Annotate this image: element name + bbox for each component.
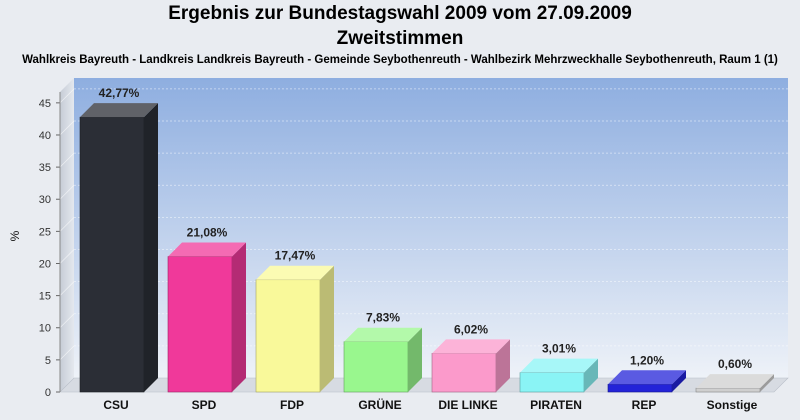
bar-side: [320, 265, 334, 392]
bar-top: [80, 103, 158, 118]
y-tick-label: 20: [39, 258, 51, 270]
chart-caption: Wahlkreis Bayreuth - Landkreis Landkreis…: [22, 54, 778, 66]
grid-lines: [59, 88, 788, 361]
data-label: 0,60%: [718, 357, 752, 371]
bar-sonstige: [695, 387, 761, 393]
x-tick-label: GRÜNE: [358, 397, 401, 412]
bar-piraten: [519, 372, 585, 393]
bar-top: [432, 339, 510, 354]
grid-line-side: [59, 281, 75, 296]
bars: [79, 103, 774, 393]
y-tick-label: 15: [39, 291, 51, 303]
grid-line-side: [59, 345, 75, 361]
data-labels: 42,77% 21,08% 17,47% 7,83% 6,02% 3,01% 1,20% 0,…: [99, 86, 753, 371]
data-label: 21,08%: [187, 226, 228, 240]
bar-spd: [167, 256, 233, 393]
y-axis: 0 5 10 15 20 25 30 35 40 45: [39, 92, 61, 399]
x-tick-label: SPD: [192, 398, 217, 412]
data-label: 1,20%: [630, 353, 664, 367]
bar-side: [760, 374, 774, 392]
x-axis-labels: CSU SPD FDP GRÜNE DIE LINKE PIRATEN REP Sonstig…: [103, 397, 757, 412]
grid-line-side: [59, 152, 75, 168]
bar-side: [584, 358, 598, 392]
x-tick-label: REP: [632, 398, 657, 412]
bar-side: [408, 327, 422, 392]
grid-line-side: [59, 184, 75, 200]
y-tick-label: 45: [39, 98, 51, 110]
bar-side: [144, 103, 158, 393]
y-tick-label: 0: [45, 387, 51, 399]
bar-top: [520, 358, 598, 373]
bar-side: [232, 242, 246, 392]
y-tick-label: 5: [45, 355, 51, 367]
y-tick-label: 40: [39, 130, 51, 142]
data-label: 17,47%: [275, 249, 316, 263]
bar-side: [672, 370, 686, 392]
y-tick-label: 25: [39, 226, 51, 238]
grid-line-side: [59, 120, 75, 136]
y-axis-label: %: [8, 230, 22, 241]
plot-side-wall: [60, 78, 74, 392]
bar-top: [168, 242, 246, 257]
data-label: 6,02%: [454, 322, 488, 336]
grid-line-side: [59, 217, 75, 232]
bar-side: [496, 339, 510, 392]
x-tick-label: DIE LINKE: [438, 398, 497, 412]
bar-top: [256, 265, 334, 280]
bar-csu: [79, 116, 145, 393]
bar-top: [608, 370, 686, 385]
x-tick-label: Sonstige: [707, 398, 758, 412]
bar-gr-ne: [343, 341, 409, 393]
bar-rep: [607, 383, 673, 393]
y-tick-label: 30: [39, 194, 51, 206]
data-label: 42,77%: [99, 86, 140, 100]
bar-die-linke: [431, 353, 497, 393]
bar-top: [344, 327, 422, 342]
grid-line-side: [59, 249, 75, 264]
x-tick-label: PIRATEN: [530, 398, 582, 412]
data-label: 3,01%: [542, 342, 576, 356]
data-label: 7,83%: [366, 311, 400, 325]
bar-fdp: [255, 279, 321, 393]
chart-title: Ergebnis zur Bundestagswahl 2009 vom 27.…: [168, 3, 632, 24]
grid-line-side: [59, 313, 75, 329]
bar-top: [696, 374, 774, 389]
x-tick-label: CSU: [103, 398, 128, 412]
y-tick-label: 10: [39, 323, 51, 335]
chart-subtitle: Zweitstimmen: [336, 28, 464, 49]
grid-line-side: [59, 88, 75, 104]
y-tick-label: 35: [39, 162, 51, 174]
x-tick-label: FDP: [280, 398, 304, 412]
